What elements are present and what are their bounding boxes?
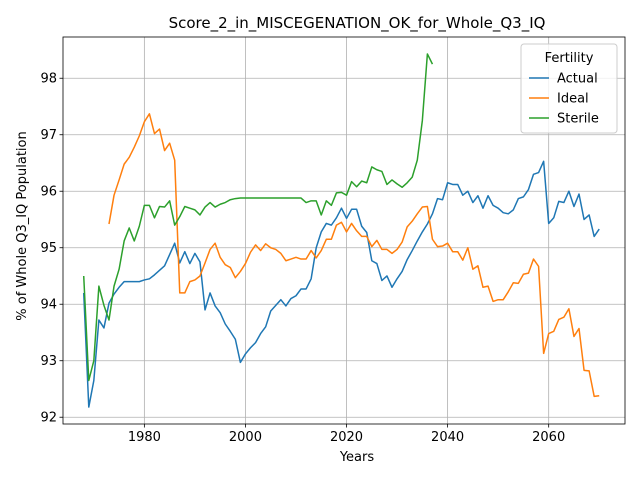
legend-box [520, 43, 618, 134]
y-axis: 92 93 94 95 96 97 98 [40, 72, 63, 426]
x-tick-label: 2020 [330, 430, 363, 445]
y-tick-label: 92 [40, 411, 57, 426]
legend-label-actual: Actual [557, 72, 598, 87]
legend-entries: Actual Ideal Sterile [529, 72, 599, 127]
legend-label-ideal: Ideal [557, 92, 589, 107]
legend-label-sterile: Sterile [557, 112, 599, 127]
y-axis-label: % of Whole Q3_IQ Population [15, 131, 30, 320]
y-tick-label: 94 [40, 298, 57, 313]
x-tick-label: 1980 [128, 430, 161, 445]
x-axis-label: Years [339, 450, 375, 465]
y-tick-label: 98 [40, 72, 57, 87]
x-tick-label: 2000 [229, 430, 262, 445]
x-axis: 1980 2000 2020 2040 2060 [128, 424, 565, 445]
x-tick-label: 2040 [431, 430, 464, 445]
series-line-actual [82, 160, 600, 408]
y-tick-label: 93 [40, 354, 57, 369]
plot-frame [62, 36, 626, 425]
y-tick-label: 95 [40, 241, 57, 256]
chart-title: Score_2_in_MISCEGENATION_OK_for_Whole_Q3… [169, 14, 546, 33]
x-tick-label: 2060 [532, 430, 565, 445]
grid [63, 37, 625, 424]
series-line-ideal [108, 113, 600, 398]
y-tick-label: 96 [40, 185, 57, 200]
legend-title: Fertility [545, 51, 594, 66]
y-tick-label: 97 [40, 128, 57, 143]
series-lines [82, 53, 600, 408]
legend: Fertility Actual Ideal Sterile [520, 43, 618, 134]
series-line-sterile [82, 53, 434, 382]
